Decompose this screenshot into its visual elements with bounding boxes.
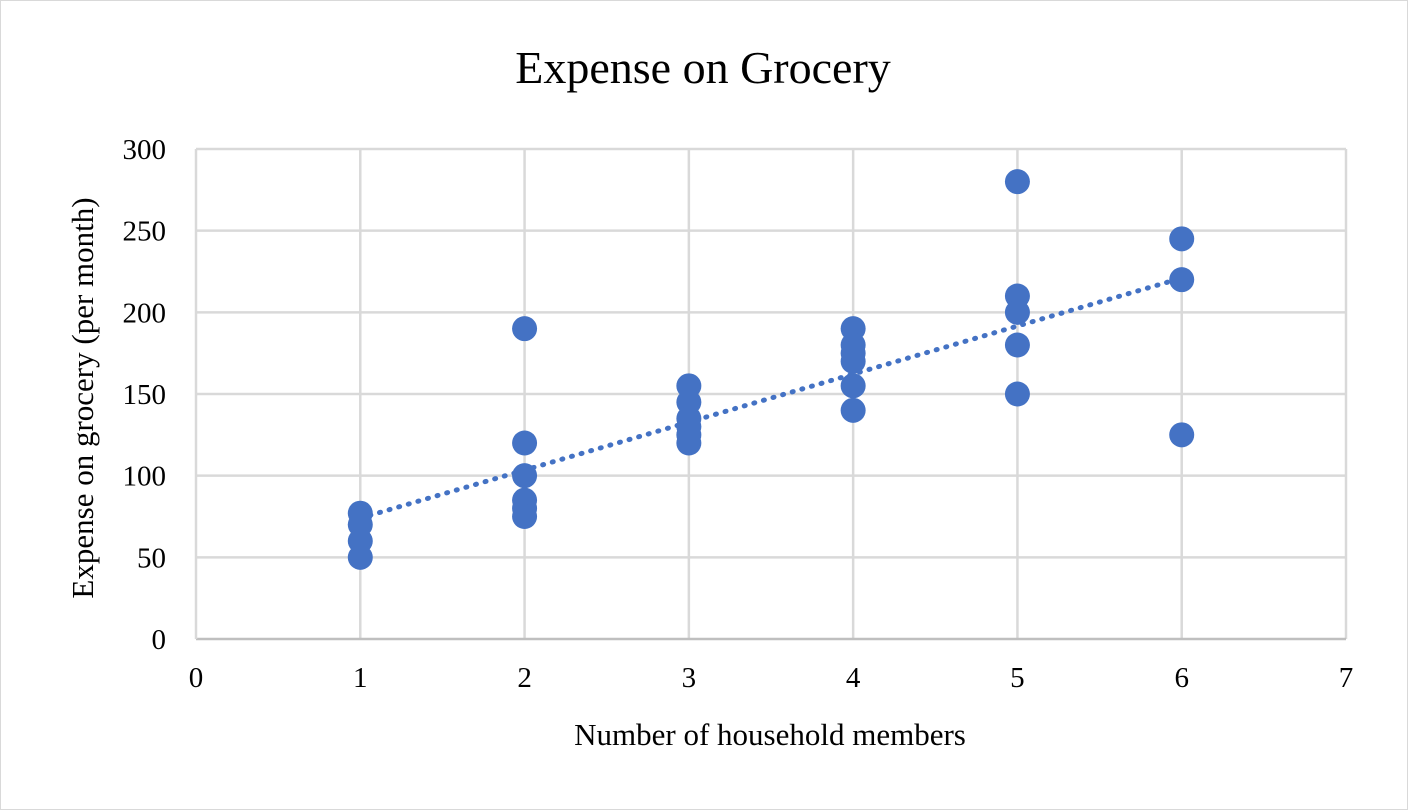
- y-tick-label: 150: [123, 379, 167, 411]
- x-tick-label: 3: [682, 662, 697, 694]
- data-point: [840, 373, 866, 399]
- data-point: [840, 348, 866, 374]
- tick-labels: 0 1 2 3 4 5 6 7 0 50 100 150 200 250 300: [123, 134, 1354, 694]
- data-point: [347, 544, 373, 570]
- data-point: [1169, 226, 1195, 252]
- data-point: [512, 504, 538, 529]
- data-point: [1169, 267, 1195, 293]
- y-tick-label: 50: [137, 542, 166, 574]
- data-point: [1004, 299, 1030, 325]
- x-tick-label: 2: [517, 662, 532, 694]
- data-point: [512, 316, 538, 342]
- trendline: [357, 275, 1185, 521]
- x-tick-label: 6: [1174, 662, 1189, 694]
- data-point: [1169, 422, 1195, 448]
- x-tick-label: 7: [1339, 662, 1354, 694]
- chart-title: Expense on Grocery: [515, 42, 891, 93]
- y-tick-label: 300: [123, 134, 167, 166]
- trendline-line: [357, 275, 1185, 521]
- x-tick-label: 1: [353, 662, 368, 694]
- y-tick-label: 200: [123, 297, 167, 329]
- data-points: [347, 169, 1195, 570]
- axes: [194, 149, 1346, 641]
- data-point: [840, 397, 866, 423]
- y-tick-label: 250: [123, 216, 167, 248]
- data-point: [512, 463, 538, 489]
- y-tick-label: 100: [123, 461, 167, 493]
- data-point: [676, 430, 702, 456]
- y-tick-label: 0: [152, 624, 167, 656]
- y-axis-label: Expense on grocery (per month): [65, 197, 100, 598]
- data-point: [512, 430, 538, 456]
- data-point: [1004, 332, 1030, 358]
- data-point: [1004, 381, 1030, 407]
- data-point: [1004, 169, 1030, 195]
- x-tick-label: 4: [846, 662, 861, 694]
- x-tick-label: 5: [1010, 662, 1025, 694]
- x-axis-label: Number of household members: [574, 717, 966, 752]
- x-tick-label: 0: [189, 662, 204, 694]
